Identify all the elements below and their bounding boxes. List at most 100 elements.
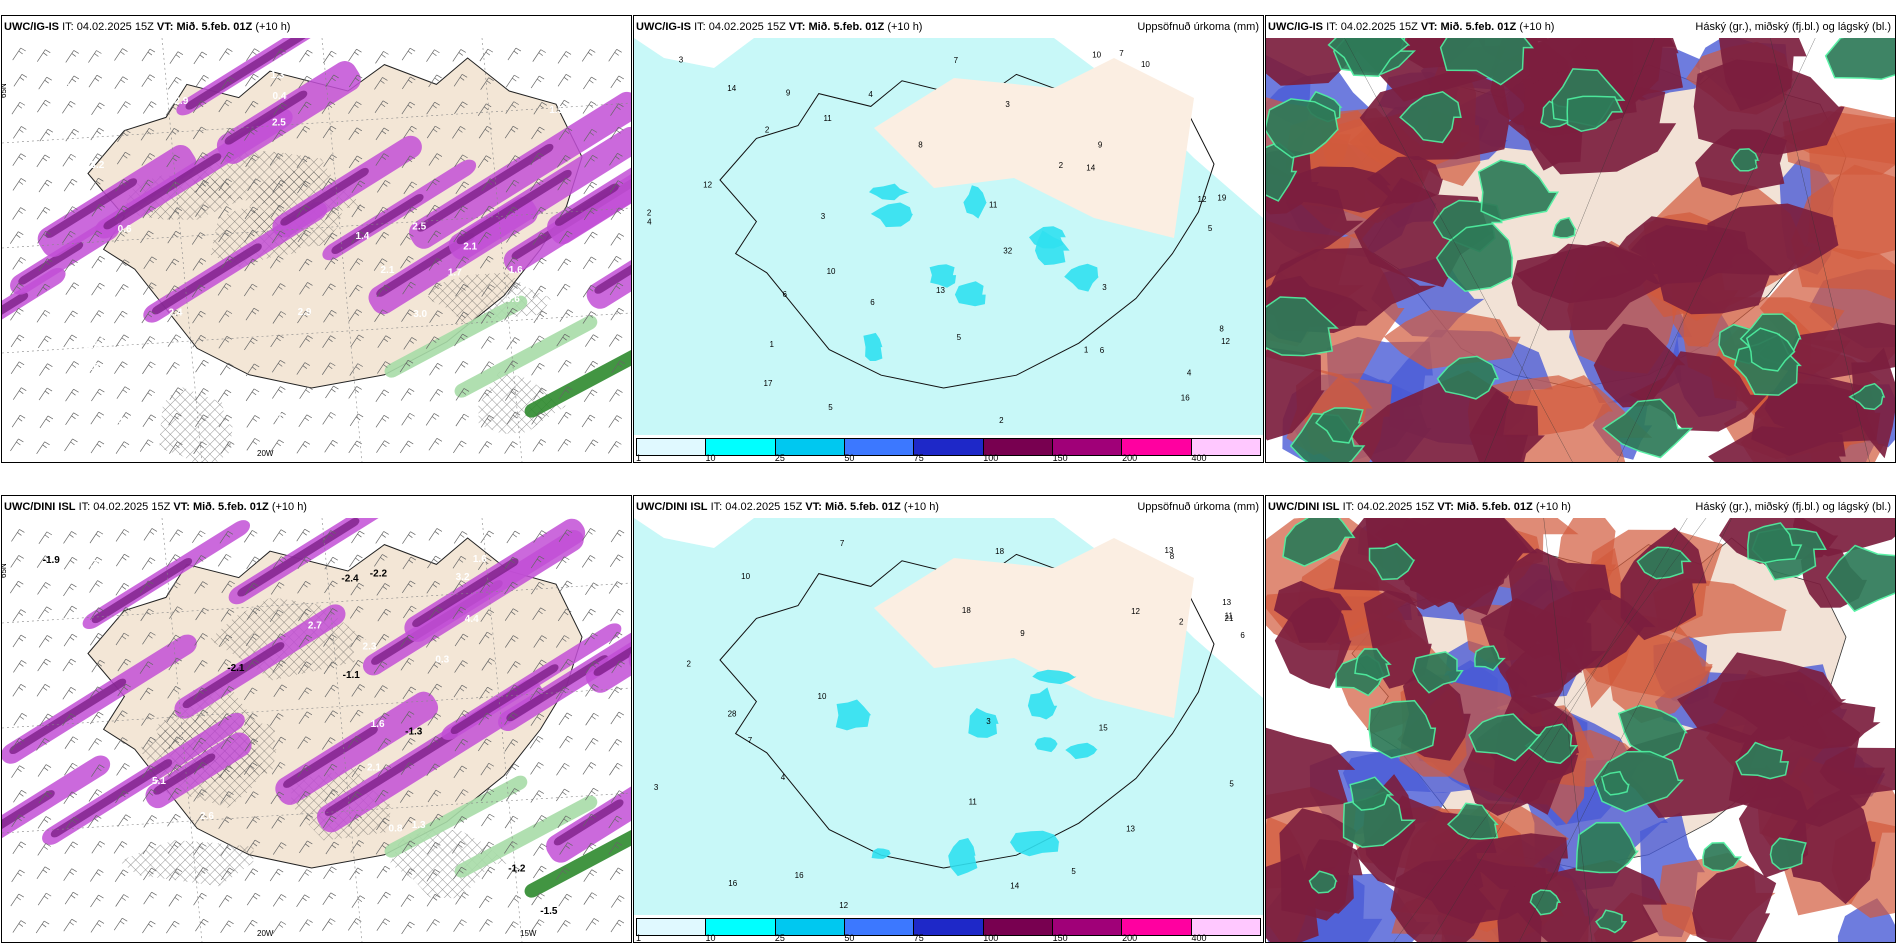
wind-barb: [453, 74, 468, 87]
precip-value-label: 1.6: [473, 554, 487, 565]
wind-barb: [192, 100, 207, 113]
wind-barb: [322, 283, 336, 297]
wind-barb: [582, 842, 597, 856]
wind-barb: [455, 710, 470, 723]
precip-max-area: [948, 838, 978, 877]
wind-barb: [140, 230, 154, 244]
wind-barb: [376, 865, 391, 879]
wind-barb: [582, 762, 597, 775]
wind-barb: [481, 658, 496, 671]
high-cloud: [1468, 713, 1542, 762]
mid-cloud: [1677, 652, 1847, 743]
wind-barb: [324, 580, 338, 594]
iceland-outline: [719, 547, 1215, 869]
wind-barb: [402, 281, 416, 295]
wind-barb: [142, 414, 157, 428]
precip-amount-label: 6: [1100, 346, 1105, 355]
wind-barb: [244, 713, 258, 726]
colorbar-tick: 75: [913, 453, 924, 463]
wind-barb: [348, 101, 362, 114]
precip-amount-label: 6: [782, 290, 787, 299]
wind-barb: [36, 49, 51, 62]
wind-barb: [584, 231, 598, 245]
wind-barb: [114, 361, 128, 374]
wind-barb: [609, 282, 624, 296]
wind-barb: [556, 763, 570, 776]
colorbar-tick: 50: [844, 933, 855, 943]
vt-label: VT:: [173, 501, 190, 513]
wind-panel-top: UWC/IG-IS IT: 04.02.2025 15Z VT: Mið. 5.…: [1, 15, 632, 463]
wind-barb: [38, 635, 53, 648]
wind-barb: [428, 528, 443, 541]
wind-barb: [529, 736, 544, 749]
wind-barb: [351, 180, 366, 193]
wind-barb: [454, 660, 468, 673]
lead-time: (+10 h): [903, 501, 939, 513]
precip-band: [441, 623, 622, 740]
wind-barb: [504, 712, 518, 725]
wind-barb: [349, 413, 364, 427]
cloud-title: Háský (gr.), miðský (fj.bl.) og lágský (…: [1695, 21, 1891, 33]
wind-barb: [220, 151, 234, 165]
precip-amount-label: 10: [1092, 51, 1101, 60]
dry-area: [1054, 518, 1263, 698]
grid-line: [1543, 518, 1593, 942]
precip-band: [547, 161, 631, 245]
high-cloud: [1282, 518, 1356, 567]
wind-barb: [429, 389, 444, 402]
wind-barb: [245, 73, 259, 87]
wind-barb: [506, 411, 521, 425]
wind-barb: [455, 892, 469, 905]
high-cloud: [1368, 542, 1416, 581]
high-cloud: [1617, 704, 1688, 759]
wind-barb: [585, 787, 599, 801]
wind-barb: [506, 866, 521, 880]
wind-barb: [426, 635, 440, 648]
wind-barb: [504, 257, 519, 270]
wind-barb: [168, 207, 183, 220]
high-cloud: [1327, 38, 1411, 77]
wind-barb: [117, 607, 131, 620]
wind-barb: [480, 311, 495, 324]
wind-barb: [166, 920, 180, 934]
precip-amount-label: 12: [1221, 337, 1230, 346]
high-cloud: [1566, 95, 1624, 132]
wind-barb: [400, 233, 414, 246]
wind-barb: [480, 77, 494, 90]
wind-barb: [36, 441, 50, 455]
precip-amount-label: 11: [1225, 612, 1234, 621]
wind-barb: [403, 181, 418, 195]
wind-barb: [221, 255, 235, 269]
wind-barb: [167, 309, 181, 323]
precip-max-area: [1029, 226, 1066, 249]
wind-barb: [269, 868, 284, 882]
wind-barb: [36, 154, 50, 168]
wind-barb: [480, 361, 495, 374]
grid-line: [1770, 38, 1870, 462]
wind-barb: [63, 334, 77, 348]
colorbar-tick: 150: [1052, 453, 1068, 463]
wind-barb: [244, 258, 258, 272]
colorbar-swatch: [1052, 919, 1123, 935]
wind-barb: [273, 102, 287, 116]
wind-barb: [115, 334, 129, 347]
high-cloud: [1552, 216, 1577, 239]
wind-barb: [556, 788, 570, 802]
wind-barb: [139, 687, 154, 701]
wind-barb: [270, 439, 284, 453]
it-label: IT:: [78, 501, 91, 513]
wind-barb: [323, 866, 337, 880]
colorbar-tick: 400: [1191, 933, 1207, 943]
high-cloud: [1266, 296, 1339, 357]
wind-barb: [296, 441, 311, 454]
wind-barb: [114, 310, 128, 324]
precip-value-label: 0.8: [389, 824, 403, 835]
high-cloud: [1825, 544, 1895, 613]
wind-barb: [115, 553, 130, 567]
wind-barb: [13, 74, 28, 87]
lon-label: 15W: [520, 929, 537, 938]
wind-barb: [504, 307, 518, 321]
wind-barb: [166, 710, 180, 723]
wind-barb: [90, 607, 104, 620]
wind-barb: [323, 661, 338, 675]
